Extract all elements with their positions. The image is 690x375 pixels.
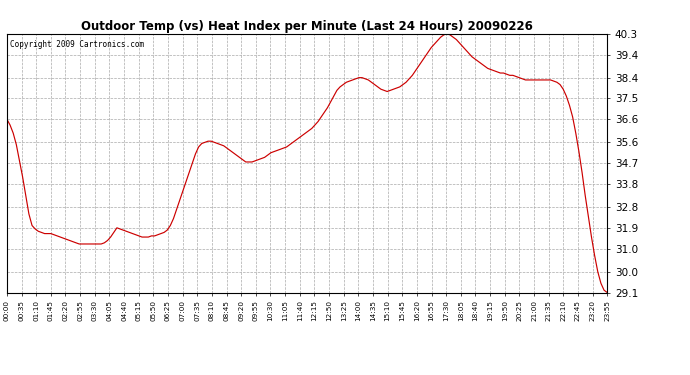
Title: Outdoor Temp (vs) Heat Index per Minute (Last 24 Hours) 20090226: Outdoor Temp (vs) Heat Index per Minute … xyxy=(81,20,533,33)
Text: Copyright 2009 Cartronics.com: Copyright 2009 Cartronics.com xyxy=(10,40,144,49)
